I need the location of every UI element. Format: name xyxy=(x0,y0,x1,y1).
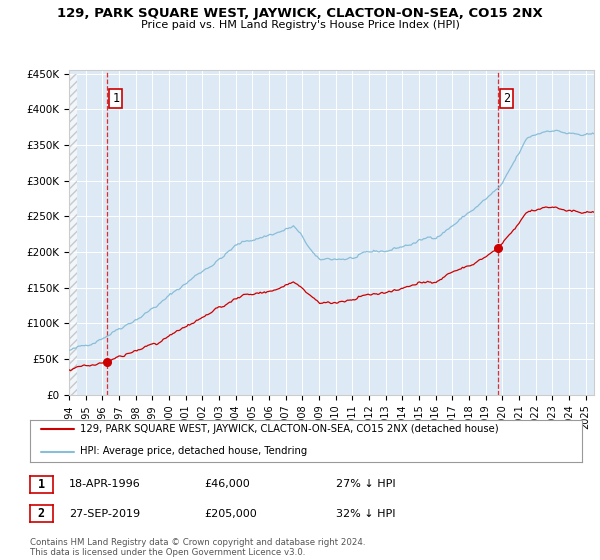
Text: 18-APR-1996: 18-APR-1996 xyxy=(69,479,141,489)
Text: 27-SEP-2019: 27-SEP-2019 xyxy=(69,508,140,519)
Text: £205,000: £205,000 xyxy=(204,508,257,519)
Text: 129, PARK SQUARE WEST, JAYWICK, CLACTON-ON-SEA, CO15 2NX: 129, PARK SQUARE WEST, JAYWICK, CLACTON-… xyxy=(57,7,543,20)
Text: £46,000: £46,000 xyxy=(204,479,250,489)
Text: 2: 2 xyxy=(503,92,510,105)
Text: 1: 1 xyxy=(38,478,45,491)
Text: 32% ↓ HPI: 32% ↓ HPI xyxy=(336,508,395,519)
Text: 27% ↓ HPI: 27% ↓ HPI xyxy=(336,479,395,489)
Text: HPI: Average price, detached house, Tendring: HPI: Average price, detached house, Tend… xyxy=(80,446,307,456)
Text: 2: 2 xyxy=(38,507,45,520)
Text: Contains HM Land Registry data © Crown copyright and database right 2024.
This d: Contains HM Land Registry data © Crown c… xyxy=(30,538,365,557)
Text: 1: 1 xyxy=(112,92,119,105)
Text: 129, PARK SQUARE WEST, JAYWICK, CLACTON-ON-SEA, CO15 2NX (detached house): 129, PARK SQUARE WEST, JAYWICK, CLACTON-… xyxy=(80,424,499,434)
Text: Price paid vs. HM Land Registry's House Price Index (HPI): Price paid vs. HM Land Registry's House … xyxy=(140,20,460,30)
